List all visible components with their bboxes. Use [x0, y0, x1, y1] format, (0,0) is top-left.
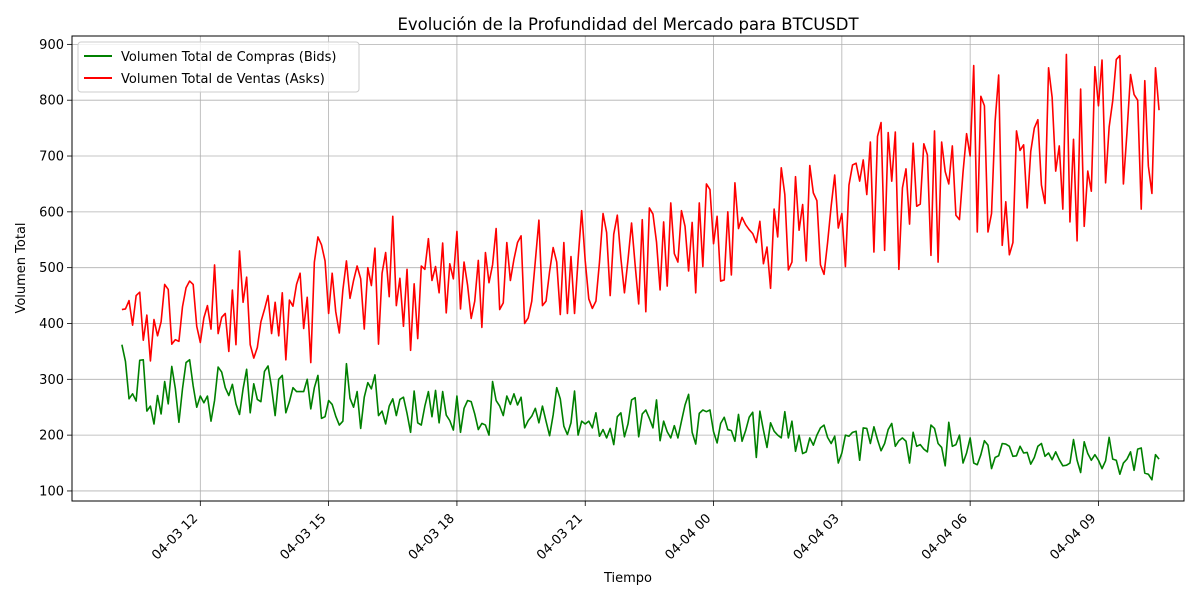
- y-tick-label: 600: [39, 205, 64, 220]
- x-tick-label: 04-03 18: [406, 511, 458, 563]
- y-tick-label: 200: [39, 429, 64, 444]
- legend: Volumen Total de Compras (Bids) Volumen …: [77, 41, 360, 93]
- x-tick-label: 04-03 15: [278, 511, 330, 563]
- x-tick-label: 04-03 12: [149, 511, 201, 563]
- gridlines: [72, 36, 1184, 501]
- legend-label-bids: Volumen Total de Compras (Bids): [121, 50, 336, 65]
- legend-label-asks: Volumen Total de Ventas (Asks): [121, 72, 325, 87]
- x-tick-label: 04-04 06: [919, 511, 971, 563]
- series-line-bids: [121, 344, 1160, 481]
- series-line-asks: [121, 53, 1160, 364]
- y-axis-ticks: 100 200 300 400 500 600 700 800 900: [39, 38, 72, 499]
- legend-box: [77, 41, 360, 93]
- x-tick-label: 04-03 21: [534, 511, 586, 563]
- x-tick-label: 04-04 00: [662, 511, 714, 563]
- x-axis-ticks: 04-03 12 04-03 15 04-03 18 04-03 21 04-04 00…: [149, 501, 1099, 563]
- series-lines: [121, 53, 1160, 481]
- x-axis-label: Tiempo: [603, 571, 652, 586]
- x-tick-label: 04-04 09: [1047, 511, 1099, 563]
- y-tick-label: 400: [39, 317, 64, 332]
- x-tick-label: 04-04 03: [791, 511, 843, 563]
- y-tick-label: 300: [39, 373, 64, 388]
- chart-title: Evolución de la Profundidad del Mercado …: [397, 15, 859, 34]
- y-tick-label: 900: [39, 38, 64, 53]
- y-tick-label: 700: [39, 150, 64, 165]
- y-axis-label: Volumen Total: [14, 222, 29, 313]
- y-tick-label: 500: [39, 261, 64, 276]
- y-tick-label: 800: [39, 94, 64, 109]
- plot-area-frame: [71, 35, 1185, 502]
- y-tick-label: 100: [39, 484, 64, 499]
